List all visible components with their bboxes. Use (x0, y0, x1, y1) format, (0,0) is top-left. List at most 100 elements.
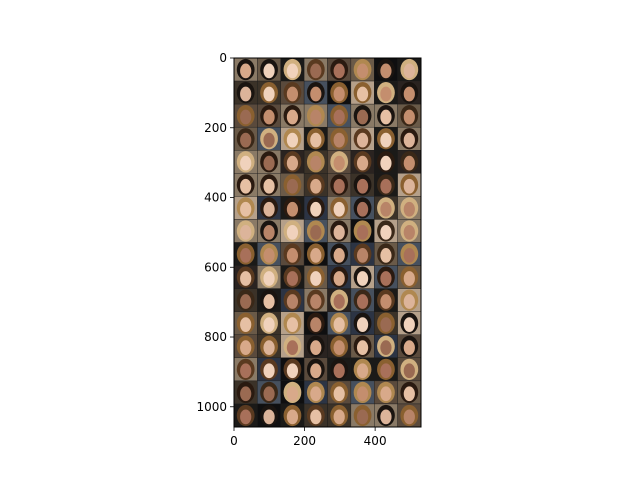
face-tile (303, 334, 328, 359)
face-tile (234, 80, 258, 105)
face-tile (374, 357, 398, 382)
face-tile (327, 80, 352, 105)
face-tile (234, 103, 258, 128)
face-tile (350, 288, 375, 312)
face-tile (257, 196, 281, 220)
face-tile (397, 126, 421, 151)
face-tile (257, 219, 281, 243)
face-tile (257, 403, 281, 427)
face-tile (257, 242, 281, 266)
face-tile (280, 357, 305, 382)
face-tile (397, 173, 421, 197)
face-tile (374, 173, 398, 197)
face-tile (280, 242, 305, 266)
face-tile (374, 196, 398, 220)
face-tile (280, 265, 305, 289)
face-tile (303, 357, 328, 382)
face-tile (303, 80, 328, 105)
face-tile (350, 403, 375, 427)
face-tile (397, 219, 421, 243)
face-tile (257, 103, 281, 128)
face-tile (257, 311, 281, 335)
face-tile (327, 58, 352, 82)
face-tile (234, 288, 258, 312)
face-tile (234, 150, 258, 174)
face-tile (374, 265, 398, 289)
face-tile (374, 242, 398, 266)
face-tile (327, 150, 352, 174)
face-tile (397, 150, 421, 174)
face-tile (327, 196, 352, 220)
face-tile (257, 288, 281, 312)
face-tile (234, 334, 258, 359)
face-tile (257, 357, 281, 382)
face-tile (280, 288, 305, 312)
face-tile (397, 265, 421, 289)
y-tick-label: 600 (204, 260, 227, 274)
face-tile (303, 103, 328, 128)
face-tile (397, 58, 421, 82)
face-tile (234, 403, 258, 427)
y-tick-label: 400 (204, 191, 227, 205)
face-tile (234, 380, 258, 405)
face-tile (374, 288, 398, 312)
y-axis: 0 200 400 600 800 1000 (196, 51, 234, 414)
face-tile (350, 126, 375, 151)
face-tile (397, 380, 421, 405)
face-tile (397, 357, 421, 382)
x-tick-label: 200 (293, 434, 316, 448)
face-tile (374, 403, 398, 427)
face-tile (303, 196, 328, 220)
face-tile (350, 357, 375, 382)
face-tile (327, 288, 352, 312)
face-tile (280, 196, 305, 220)
face-tile (374, 103, 398, 128)
face-tile (327, 242, 352, 266)
face-tile (327, 173, 352, 197)
face-tile (350, 150, 375, 174)
face-tile (350, 265, 375, 289)
face-tile (280, 103, 305, 128)
y-tick-label: 200 (204, 121, 227, 135)
y-tick-label: 800 (204, 330, 227, 344)
face-tile (374, 150, 398, 174)
face-tile (234, 311, 258, 335)
x-axis: 0 200 400 (230, 427, 387, 448)
face-tile (374, 80, 398, 105)
face-tile (280, 80, 305, 105)
face-tile (374, 58, 398, 82)
face-tile (350, 80, 375, 105)
face-tile (350, 334, 375, 359)
face-tile (257, 380, 281, 405)
face-tile (327, 265, 352, 289)
face-tile (397, 288, 421, 312)
face-tile (303, 311, 328, 335)
face-tile (327, 219, 352, 243)
face-tile (303, 126, 328, 151)
face-tile (374, 311, 398, 335)
face-tile (280, 58, 305, 82)
face-tile (397, 311, 421, 335)
face-tile (327, 403, 352, 427)
face-tile (280, 150, 305, 174)
face-tile (374, 219, 398, 243)
face-tile (280, 219, 305, 243)
face-tile (303, 219, 328, 243)
face-tile (280, 334, 305, 359)
face-tile (350, 242, 375, 266)
face-tile (303, 58, 328, 82)
y-tick-label: 0 (219, 51, 227, 65)
face-tile (257, 80, 281, 105)
face-tile (397, 242, 421, 266)
face-tile (350, 196, 375, 220)
face-tile (350, 173, 375, 197)
face-tile (350, 311, 375, 335)
face-tile (303, 173, 328, 197)
x-tick-label: 0 (230, 434, 238, 448)
face-tile (327, 311, 352, 335)
face-tile (303, 288, 328, 312)
face-tile (397, 103, 421, 128)
face-tile (397, 196, 421, 220)
